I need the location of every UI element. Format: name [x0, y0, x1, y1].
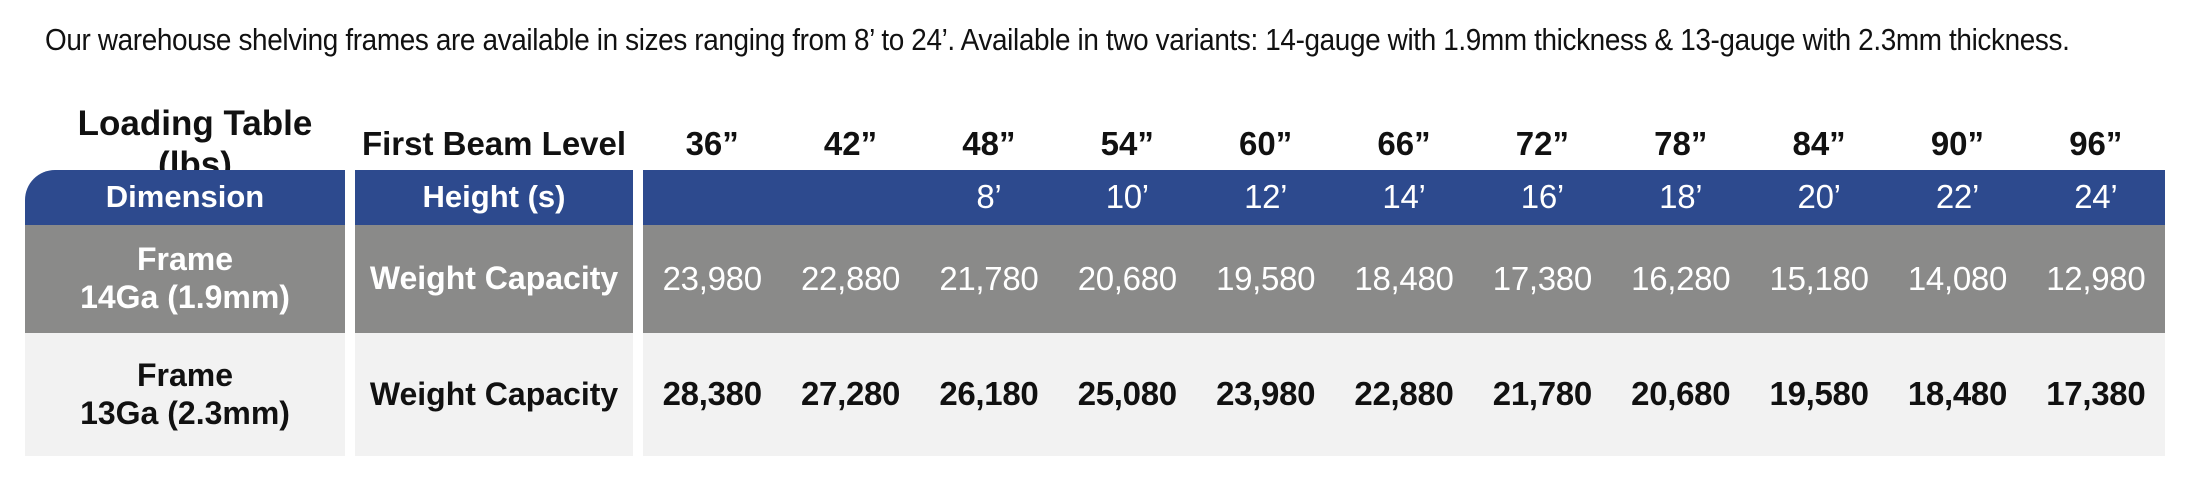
column-gap — [633, 225, 643, 333]
beam-level-header: 84” — [1792, 124, 1846, 162]
beam-level-header: 90” — [1930, 124, 1985, 162]
height-label: Height (s) — [355, 170, 633, 225]
capacity-13ga-cell: 20,680 — [1611, 333, 1750, 456]
capacity-13ga-cell: 22,880 — [1334, 333, 1474, 456]
capacity-13ga-cell: 21,780 — [1473, 333, 1612, 456]
capacity-14ga-cell: 22,880 — [781, 225, 920, 333]
beam-level-header: 48” — [962, 124, 1016, 162]
beam-level-header: 78” — [1654, 124, 1708, 162]
column-gap — [345, 170, 355, 225]
capacity-14ga-cell: 12,980 — [2026, 225, 2165, 333]
height-cell: 8’ — [919, 170, 1059, 225]
capacity-13ga-cell: 18,480 — [1888, 333, 2027, 456]
capacity-14ga-cell: 14,080 — [1888, 225, 2027, 333]
capacity-14ga-cell: 16,280 — [1611, 225, 1750, 333]
beam-level-header: 60” — [1239, 124, 1293, 162]
beam-level-header: 42” — [823, 124, 878, 162]
beam-level-header: 72” — [1515, 124, 1569, 162]
table-title: Loading Table (lbs) — [77, 103, 313, 184]
height-cell: 18’ — [1611, 170, 1750, 225]
capacity-13ga-cell: 23,980 — [1196, 333, 1335, 456]
weight-capacity-label: Weight Capacity — [355, 333, 633, 456]
capacity-13ga-cell: 26,180 — [919, 333, 1059, 456]
frame-line2: 13Ga (2.3mm) — [80, 394, 290, 431]
frame-line1: Frame — [136, 241, 234, 278]
weight-capacity-label: Weight Capacity — [355, 225, 633, 333]
capacity-14ga-cell: 21,780 — [919, 225, 1059, 333]
capacity-14ga-cell: 15,180 — [1749, 225, 1889, 333]
column-gap — [633, 333, 643, 456]
beam-level-header: 66” — [1377, 124, 1431, 162]
intro-text: Our warehouse shelving frames are availa… — [45, 22, 2070, 57]
first-beam-label: First Beam Level — [361, 124, 627, 162]
capacity-14ga-cell: 20,680 — [1058, 225, 1197, 333]
capacity-13ga-cell: 27,280 — [781, 333, 920, 456]
capacity-13ga-cell: 19,580 — [1749, 333, 1889, 456]
capacity-14ga-cell: 23,980 — [643, 225, 782, 333]
height-cell: 22’ — [1888, 170, 2027, 225]
height-cell: 12’ — [1196, 170, 1335, 225]
beam-level-header: 54” — [1100, 124, 1154, 162]
height-cell: 16’ — [1473, 170, 1612, 225]
capacity-14ga-cell: 18,480 — [1334, 225, 1474, 333]
frame-13ga-label: Frame 13Ga (2.3mm) — [25, 333, 345, 456]
beam-level-header: 96” — [2069, 124, 2123, 162]
capacity-14ga-cell: 19,580 — [1196, 225, 1335, 333]
capacity-13ga-cell: 25,080 — [1058, 333, 1197, 456]
capacity-14ga-cell: 17,380 — [1473, 225, 1612, 333]
frame-14ga-label: Frame 14Ga (1.9mm) — [25, 225, 345, 333]
height-cell — [643, 170, 782, 225]
column-gap — [633, 170, 643, 225]
beam-level-header: 36” — [685, 124, 739, 162]
capacity-13ga-cell: 28,380 — [643, 333, 782, 456]
capacity-13ga-cell: 17,380 — [2026, 333, 2165, 456]
height-cell: 14’ — [1334, 170, 1474, 225]
frame-line2: 14Ga (1.9mm) — [80, 279, 290, 315]
height-cell: 10’ — [1058, 170, 1197, 225]
height-cell — [781, 170, 920, 225]
height-cell: 24’ — [2026, 170, 2165, 225]
column-gap — [345, 333, 355, 456]
dimension-label: Dimension — [25, 170, 345, 225]
loading-table: Loading Table (lbs) First Beam Level Dim… — [25, 103, 2165, 456]
frame-line1: Frame — [136, 356, 234, 393]
column-gap — [345, 225, 355, 333]
height-cell: 20’ — [1749, 170, 1889, 225]
